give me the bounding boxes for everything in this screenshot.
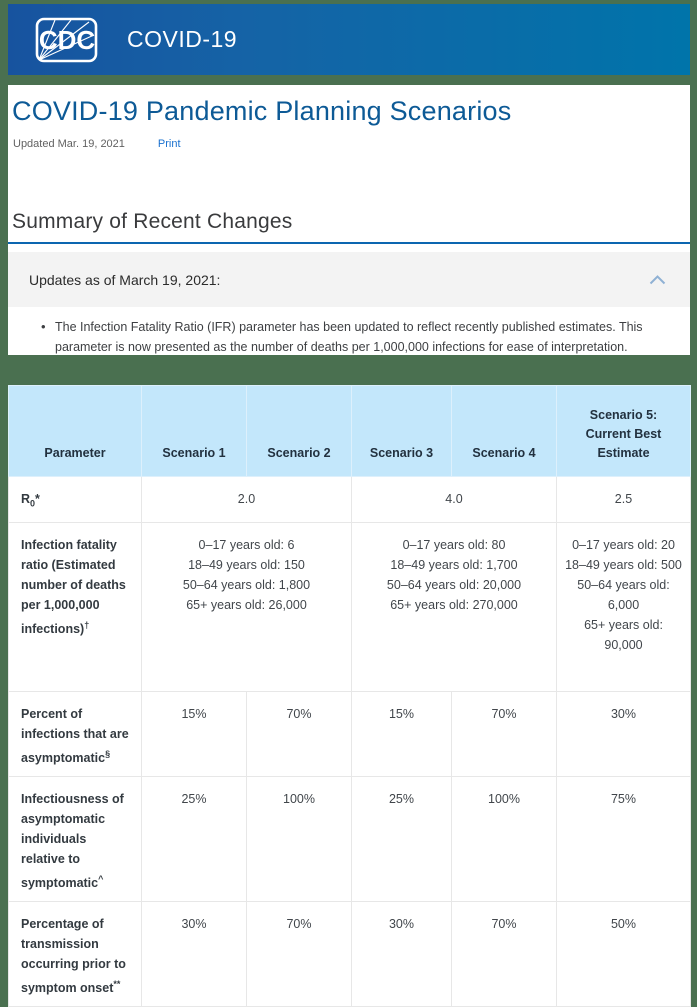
page-intro-section: COVID-19 Pandemic Planning Scenarios Upd…	[8, 85, 690, 355]
value-line: 65+ years old: 270,000	[390, 597, 518, 612]
param-label-presymptomatic: Percentage of transmission occurring pri…	[8, 900, 142, 1007]
ifr-scenario12-values: 0–17 years old: 6 18–49 years old: 150 50–…	[141, 521, 352, 692]
param-label-r0: R0*	[8, 476, 142, 523]
presymptomatic-s2: 70%	[246, 900, 352, 1007]
summary-heading: Summary of Recent Changes	[12, 210, 293, 233]
value-line: 0–17 years old: 20	[572, 537, 675, 552]
chevron-up-icon	[649, 274, 666, 284]
r0-scenario5-value: 2.5	[556, 476, 691, 523]
ifr-scenario5-values: 0–17 years old: 20 18–49 years old: 500 50…	[556, 521, 691, 692]
asymptomatic-s5: 30%	[556, 690, 691, 777]
param-label-ifr: Infection fatality ratio (Estimated numb…	[8, 521, 142, 692]
page-title: COVID-19 Pandemic Planning Scenarios	[12, 96, 512, 126]
param-label-infectiousness: Infectiousness of asymptomatic individua…	[8, 775, 142, 902]
infectiousness-s1: 25%	[141, 775, 247, 902]
change-bullet-text: The Infection Fatality Ratio (IFR) param…	[55, 320, 643, 354]
param-label-asymptomatic: Percent of infections that are asymptoma…	[8, 690, 142, 777]
value-line: 0–17 years old: 6	[198, 537, 295, 552]
col-scenario-1: Scenario 1	[141, 385, 247, 477]
col-scenario-3: Scenario 3	[351, 385, 452, 477]
r0-scenario34-value: 4.0	[351, 476, 557, 523]
col-parameter: Parameter	[8, 385, 142, 477]
value-line: 18–49 years old: 500	[565, 557, 682, 572]
asymptomatic-s1: 15%	[141, 690, 247, 777]
presymptomatic-s5: 50%	[556, 900, 691, 1007]
changes-list: • The Infection Fatality Ratio (IFR) par…	[8, 317, 690, 355]
site-header: CDC COVID-19	[8, 4, 690, 75]
value-line: 18–49 years old: 150	[188, 557, 305, 572]
cdc-logo-text: CDC	[39, 25, 96, 55]
infectiousness-s4: 100%	[451, 775, 557, 902]
value-line: 65+ years old: 26,000	[186, 597, 307, 612]
r0-scenario12-value: 2.0	[141, 476, 352, 523]
table-row-ifr: Infection fatality ratio (Estimated numb…	[8, 521, 691, 692]
value-line: 50–64 years old: 20,000	[386, 577, 522, 592]
table-row-presymptomatic: Percentage of transmission occurring pri…	[8, 900, 691, 1007]
value-line: 0–17 years old: 80	[402, 537, 506, 552]
infectiousness-s5: 75%	[556, 775, 691, 902]
presymptomatic-s1: 30%	[141, 900, 247, 1007]
value-line: 18–49 years old: 1,700	[390, 557, 518, 572]
cdc-logo-icon[interactable]: CDC	[35, 17, 98, 63]
asymptomatic-s4: 70%	[451, 690, 557, 777]
table-row-r0: R0* 2.0 4.0 2.5	[8, 476, 691, 523]
col-scenario-2: Scenario 2	[246, 385, 352, 477]
section-divider	[8, 242, 690, 244]
site-brand-covid19[interactable]: COVID-19	[127, 26, 238, 52]
updates-accordion-header[interactable]: Updates as of March 19, 2021:	[8, 252, 690, 307]
infectiousness-s2: 100%	[246, 775, 352, 902]
pandemic-scenarios-table: Parameter Scenario 1 Scenario 2 Scenario…	[8, 385, 691, 1007]
presymptomatic-s4: 70%	[451, 900, 557, 1007]
table-row-asymptomatic: Percent of infections that are asymptoma…	[8, 690, 691, 777]
change-bullet: • The Infection Fatality Ratio (IFR) par…	[41, 317, 650, 355]
ifr-scenario34-values: 0–17 years old: 80 18–49 years old: 1,700…	[351, 521, 557, 692]
infectiousness-s3: 25%	[351, 775, 452, 902]
asymptomatic-s2: 70%	[246, 690, 352, 777]
page-meta: Updated Mar. 19, 2021 Print	[13, 138, 690, 150]
col-scenario-5: Scenario 5: Current Best Estimate	[556, 385, 691, 477]
asymptomatic-s3: 15%	[351, 690, 452, 777]
col-scenario-4: Scenario 4	[451, 385, 557, 477]
value-line: 65+ years old: 90,000	[584, 617, 663, 652]
value-line: 50–64 years old: 1,800	[182, 577, 311, 592]
presymptomatic-s3: 30%	[351, 900, 452, 1007]
scenarios-table-section: Parameter Scenario 1 Scenario 2 Scenario…	[8, 385, 691, 1007]
table-row-infectiousness: Infectiousness of asymptomatic individua…	[8, 775, 691, 902]
print-link[interactable]: Print	[157, 138, 181, 150]
table-header-row: Parameter Scenario 1 Scenario 2 Scenario…	[8, 385, 691, 477]
bullet-dot: •	[41, 319, 46, 334]
value-line: 50–64 years old: 6,000	[577, 577, 670, 612]
updates-label: Updates as of March 19, 2021:	[29, 271, 221, 288]
updated-date: Updated Mar. 19, 2021	[13, 138, 125, 150]
